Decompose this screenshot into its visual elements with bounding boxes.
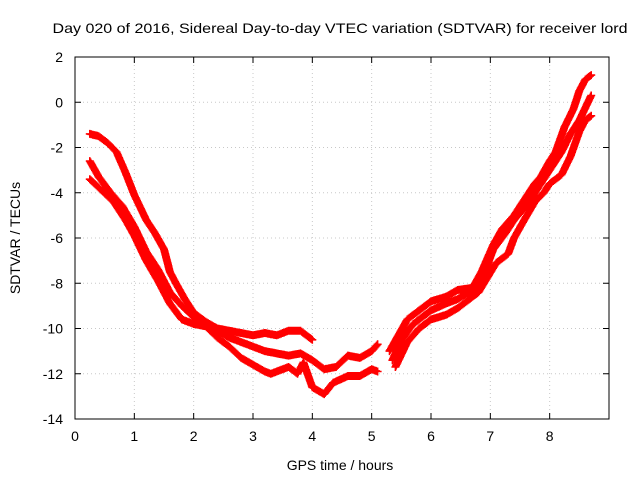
x-tick-label: 5 bbox=[368, 428, 376, 444]
series-track-c bbox=[85, 175, 382, 399]
axis-ticks bbox=[74, 56, 609, 420]
x-tick-label: 4 bbox=[308, 428, 316, 444]
y-tick-label: -6 bbox=[51, 230, 64, 246]
x-tick-label: 7 bbox=[486, 428, 494, 444]
data-point-markers bbox=[388, 91, 596, 365]
y-axis-label: SDTVAR / TECUs bbox=[7, 182, 23, 294]
grid-lines bbox=[75, 57, 609, 419]
x-tick-label: 0 bbox=[71, 428, 79, 444]
series-track-a bbox=[85, 129, 317, 344]
x-axis-label: GPS time / hours bbox=[287, 457, 394, 473]
y-tick-label: -10 bbox=[43, 321, 63, 337]
data-point-markers bbox=[391, 111, 596, 371]
data-point-markers bbox=[85, 129, 317, 344]
y-tick-label: 0 bbox=[55, 94, 63, 110]
series-track-e bbox=[388, 91, 596, 365]
x-tick-label: 1 bbox=[130, 428, 138, 444]
x-tick-labels: 0 1 2 3 4 5 6 7 8 bbox=[71, 428, 554, 444]
x-tick-label: 2 bbox=[190, 428, 198, 444]
x-tick-label: 6 bbox=[427, 428, 435, 444]
y-tick-label: -8 bbox=[51, 275, 64, 291]
x-tick-label: 3 bbox=[249, 428, 257, 444]
chart-title: Day 020 of 2016, Sidereal Day-to-day VTE… bbox=[53, 20, 628, 36]
series-track-f bbox=[391, 111, 596, 371]
data-point-markers bbox=[85, 175, 382, 399]
x-tick-label: 8 bbox=[546, 428, 554, 444]
y-tick-labels: -14 -12 -10 -8 -6 -4 -2 0 2 bbox=[43, 49, 63, 427]
y-tick-label: -12 bbox=[43, 366, 63, 382]
y-tick-label: -2 bbox=[51, 140, 64, 156]
y-tick-label: -4 bbox=[51, 185, 64, 201]
data-marks bbox=[85, 71, 596, 399]
y-tick-label: 2 bbox=[55, 49, 63, 65]
y-tick-label: -14 bbox=[43, 411, 63, 427]
